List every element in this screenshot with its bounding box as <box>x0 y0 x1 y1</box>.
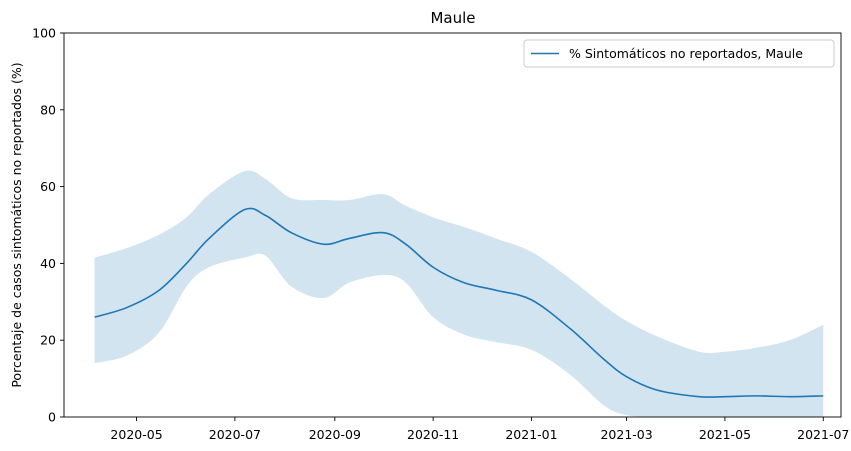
plot-frame <box>63 32 842 418</box>
y-tick-label: 0 <box>48 410 56 425</box>
y-tick-label: 100 <box>32 26 56 41</box>
x-tick-label: 2021-07 <box>797 427 849 442</box>
y-tick-label: 80 <box>40 102 56 117</box>
plot-area <box>94 170 824 418</box>
x-tick-label: 2021-03 <box>600 427 652 442</box>
y-tick-label: 20 <box>40 333 56 348</box>
axes: 2020-05 2020-07 2020-09 2020-11 2021-01 2021-… <box>32 26 849 443</box>
chart-title: Maule <box>430 9 475 27</box>
x-tick-label: 2021-01 <box>505 427 557 442</box>
y-tick-label: 40 <box>40 256 56 271</box>
legend: % Sintomáticos no reportados, Maule <box>523 39 835 68</box>
legend-box <box>523 39 835 68</box>
y-tick-label: 60 <box>40 179 56 194</box>
legend-label: % Sintomáticos no reportados, Maule <box>569 46 803 61</box>
x-tick-label: 2020-11 <box>407 427 459 442</box>
x-tick-label: 2020-07 <box>209 427 261 442</box>
x-tick-label: 2020-09 <box>309 427 361 442</box>
confidence-band <box>94 170 824 418</box>
x-tick-label: 2021-05 <box>699 427 751 442</box>
series-line <box>94 207 824 398</box>
x-tick-label: 2020-05 <box>110 427 162 442</box>
y-axis-label: Porcentaje de casos sintomáticos no repo… <box>9 62 24 387</box>
